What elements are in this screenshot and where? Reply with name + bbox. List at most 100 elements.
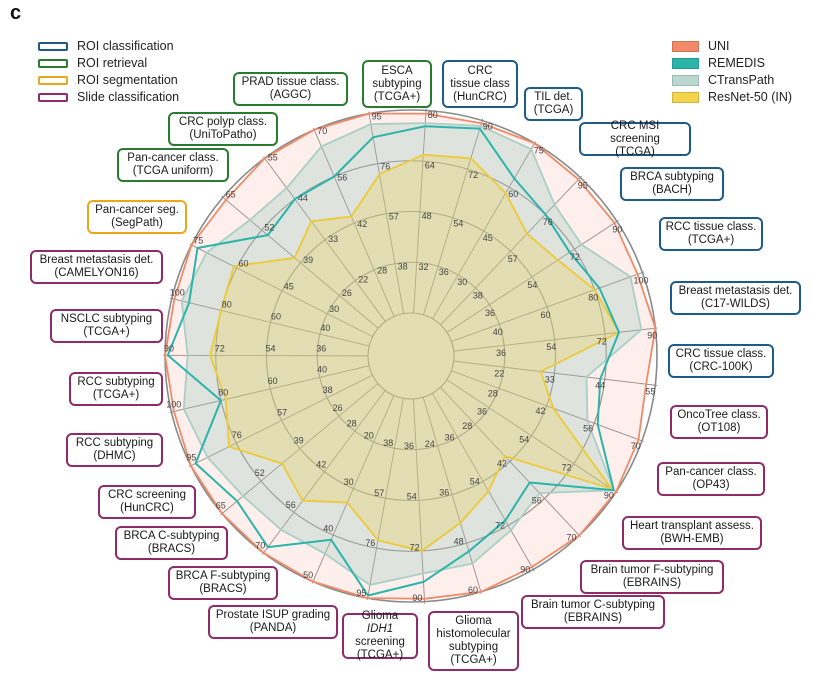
tick-label: 54 <box>546 342 556 352</box>
task-label-line: (CAMELYON16) <box>54 267 139 279</box>
task-label-text: Pan-cancer seg. (SegPath) <box>95 204 179 230</box>
task-label-line: PRAD tissue class. <box>241 76 340 88</box>
tick-label: 54 <box>265 344 275 354</box>
tick-label: 65 <box>216 501 226 511</box>
task-label-line: (AGGC) <box>269 89 312 101</box>
tick-label: 50 <box>303 570 313 580</box>
task-label-text: ESCA subtyping (TCGA+) <box>372 65 421 104</box>
task-label-text: CRC tissue class (HunCRC) <box>450 65 509 104</box>
tick-label: 36 <box>316 344 326 354</box>
task-label-line: (TCGA) <box>615 145 655 158</box>
task-label-line: (HunCRC) <box>120 502 174 514</box>
task-label-line: BRCA subtyping <box>630 171 714 183</box>
task-label-line: (CRC-100K) <box>689 361 753 373</box>
tick-label: 39 <box>303 255 313 265</box>
task-label-text: Brain tumor C-subtyping (EBRAINS) <box>531 599 655 625</box>
tick-label: 57 <box>389 211 399 221</box>
spoke-line <box>313 127 395 317</box>
task-label-line: (SegPath) <box>111 217 163 229</box>
tick-label: 33 <box>545 375 555 385</box>
task-label-line: (BRACS) <box>147 543 196 555</box>
spoke-line <box>446 219 619 333</box>
task-label-brain-f: Brain tumor F-subtyping (EBRAINS) <box>580 560 724 594</box>
tick-label: 90 <box>604 490 614 500</box>
tick-label: 28 <box>462 421 472 431</box>
tick-label: 48 <box>422 211 432 221</box>
task-label-line: RCC subtyping <box>75 437 154 449</box>
task-label-line: (BRACS) <box>199 583 247 595</box>
task-label-line: (EBRAINS) <box>563 612 623 624</box>
spoke-line <box>412 398 426 604</box>
spoke-line <box>366 398 404 601</box>
task-label-line: Glioma <box>455 615 492 627</box>
tick-label: 60 <box>268 376 278 386</box>
spoke-line <box>440 175 583 326</box>
task-label-line: (TCGA+) <box>450 654 497 666</box>
task-label-line: (TCGA) <box>533 104 574 116</box>
task-label-line: (EBRAINS) <box>622 577 682 589</box>
tick-label: 95 <box>186 453 196 463</box>
task-label-text: Breast metastasis det. (CAMELYON16) <box>40 254 154 280</box>
tick-label: 90 <box>612 225 622 235</box>
tick-label: 95 <box>356 588 366 598</box>
tick-label: 36 <box>485 308 495 318</box>
tick-label: 56 <box>337 172 347 182</box>
legend-label: ROI segmentation <box>77 73 178 87</box>
tick-label: 40 <box>320 323 330 333</box>
legend-swatch <box>38 58 68 68</box>
tick-label: 30 <box>344 477 354 487</box>
tick-label: 75 <box>193 236 203 246</box>
tick-label: 56 <box>286 500 296 510</box>
tick-label: 90 <box>412 593 422 603</box>
task-label-text: NSCLC subtyping (TCGA+) <box>61 313 152 339</box>
task-label-line: (C17-WILDS) <box>700 298 770 310</box>
task-label-line: subtyping <box>448 641 499 653</box>
task-label-line: NSCLC subtyping <box>60 313 153 325</box>
task-label-line: (BACH) <box>652 184 692 196</box>
tick-label: 22 <box>358 275 368 285</box>
tick-label: 75 <box>534 145 544 155</box>
task-label-line: CRC <box>467 64 493 77</box>
tick-label: 76 <box>380 161 390 171</box>
task-label-text: Pan-cancer class. (OP43) <box>665 466 756 492</box>
tick-label: 40 <box>317 365 327 375</box>
legend-swatch <box>672 57 699 69</box>
legend-label: ResNet-50 (IN) <box>708 90 793 104</box>
task-label-line: Heart transplant assess. <box>629 520 754 532</box>
task-label-text: TIL det. (TCGA) <box>534 91 574 117</box>
task-label-rcc-tcga: RCC subtyping (TCGA+) <box>69 372 163 406</box>
tick-label: 26 <box>333 403 343 413</box>
task-label-brca-c-bracs: BRCA C-subtyping (BRACS) <box>115 526 228 560</box>
panel-label: c <box>10 2 22 24</box>
tick-label: 42 <box>535 406 545 416</box>
tick-label: 28 <box>377 266 387 276</box>
task-label-line: CRC MSI screening <box>610 119 660 145</box>
task-label-text: RCC subtyping (DHMC) <box>76 437 153 463</box>
spoke-line <box>263 156 386 322</box>
task-label-prad-aggc: PRAD tissue class. (AGGC) <box>233 72 348 106</box>
tick-label: 52 <box>255 468 265 478</box>
tick-label: 42 <box>316 459 326 469</box>
task-label-line: Pan-cancer class. <box>665 466 757 478</box>
legend-label: ROI retrieval <box>77 56 148 70</box>
task-label-line: CRC screening <box>108 489 186 501</box>
tick-label: 57 <box>508 254 518 264</box>
legend-swatch <box>672 74 699 86</box>
task-label-line: OncoTree class. <box>677 409 761 421</box>
task-label-text: OncoTree class. (OT108) <box>677 409 760 435</box>
tick-label: 54 <box>453 219 463 229</box>
tick-label: 60 <box>540 310 550 320</box>
tick-label: 36 <box>439 488 449 498</box>
tick-label: 72 <box>468 170 478 180</box>
task-label-text: Brain tumor F-subtyping (EBRAINS) <box>591 564 714 590</box>
task-label-glioma-histomolecular: Glioma histomolecular subtyping (TCGA+) <box>428 611 519 671</box>
task-label-line: Brain tumor C-subtyping <box>531 599 655 611</box>
task-label-line: Breast metastasis det. <box>678 285 793 297</box>
task-label-til-det: TIL det. (TCGA) <box>524 87 583 121</box>
tick-label: 80 <box>588 293 598 303</box>
task-label-line: (HunCRC) <box>453 90 507 103</box>
tick-label: 54 <box>519 434 529 444</box>
tick-label: 54 <box>407 492 417 502</box>
tick-label: 56 <box>583 424 593 434</box>
